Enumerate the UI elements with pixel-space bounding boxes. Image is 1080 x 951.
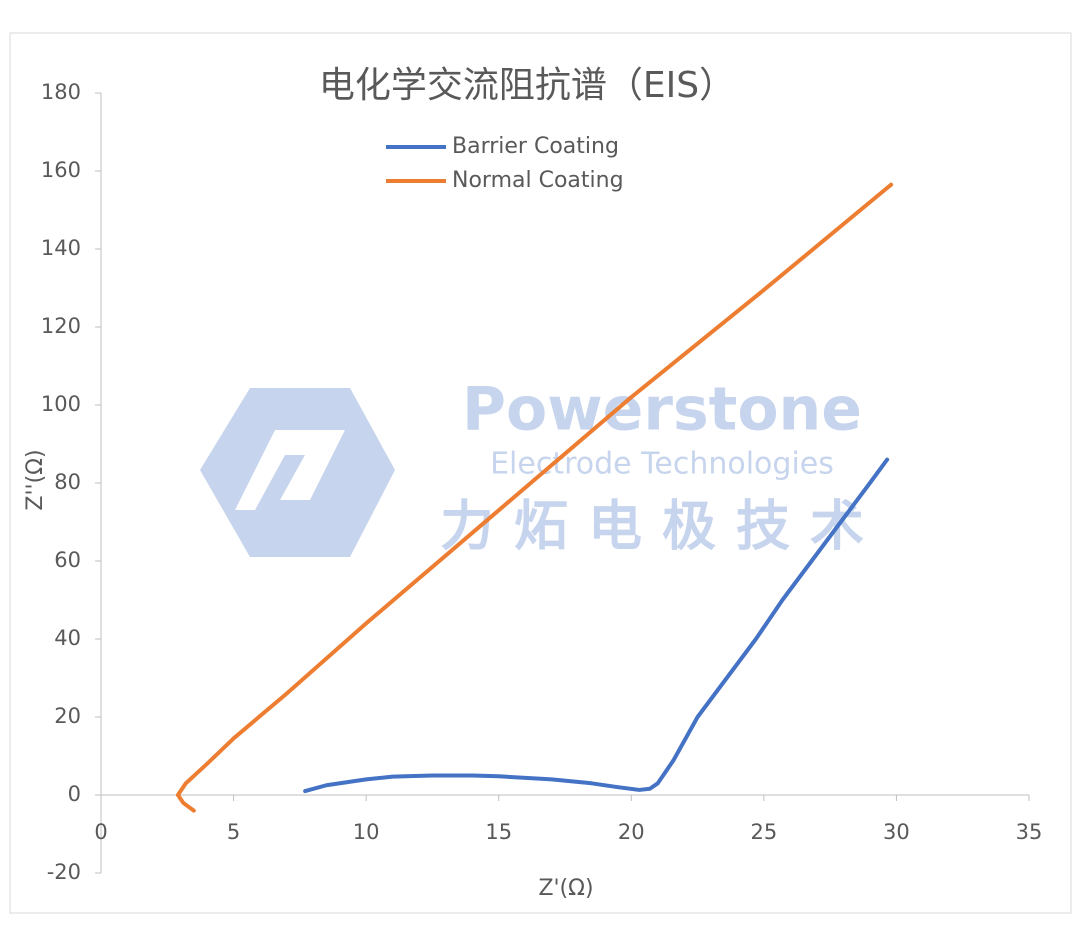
x-tick-label: 5 <box>227 820 240 844</box>
x-tick-label: 0 <box>94 820 107 844</box>
x-tick-label: 35 <box>1016 820 1043 844</box>
y-tick-label: 160 <box>41 158 81 182</box>
y-tick-label: 180 <box>41 80 81 104</box>
watermark-text: Electrode Technologies <box>490 447 834 482</box>
x-tick-label: 30 <box>883 820 910 844</box>
watermark-text: Powerstone <box>462 375 862 445</box>
y-tick-label: 100 <box>41 392 81 416</box>
y-axis-label: Z''(Ω) <box>23 449 48 510</box>
chart-title: 电化学交流阻抗谱（EIS） <box>319 65 735 106</box>
data-line <box>175 182 894 813</box>
y-tick-label: 20 <box>54 704 81 728</box>
y-tick-label: -20 <box>47 860 81 884</box>
x-tick-label: 25 <box>750 820 777 844</box>
x-tick-label: 15 <box>485 820 512 844</box>
y-tick-label: 40 <box>54 626 81 650</box>
x-tick-label: 10 <box>353 820 380 844</box>
y-tick-label: 140 <box>41 236 81 260</box>
y-tick-label: 120 <box>41 314 81 338</box>
data-line <box>303 457 890 794</box>
y-tick-label: 60 <box>54 548 81 572</box>
watermark-logo <box>200 388 395 557</box>
legend-label: Normal Coating <box>452 168 624 193</box>
y-tick-label: 0 <box>68 782 81 806</box>
x-tick-label: 20 <box>618 820 645 844</box>
x-axis-label: Z'(Ω) <box>538 876 593 901</box>
watermark-text: 力炻电极技术 <box>440 495 884 558</box>
y-tick-label: 80 <box>54 470 81 494</box>
legend-label: Barrier Coating <box>452 134 619 159</box>
